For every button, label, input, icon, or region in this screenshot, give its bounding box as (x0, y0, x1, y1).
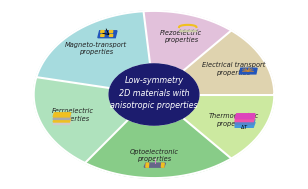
Text: $\Delta T$: $\Delta T$ (240, 123, 249, 131)
Text: Optoelectronic
properties: Optoelectronic properties (129, 149, 179, 162)
Polygon shape (183, 94, 274, 159)
Polygon shape (235, 122, 255, 127)
Ellipse shape (109, 64, 199, 125)
Polygon shape (53, 120, 71, 125)
Polygon shape (240, 68, 257, 74)
Text: Piezoelectric
properties: Piezoelectric properties (160, 30, 202, 43)
Polygon shape (179, 30, 197, 31)
Polygon shape (235, 117, 255, 122)
Polygon shape (144, 163, 165, 167)
Polygon shape (161, 163, 164, 167)
Polygon shape (85, 118, 231, 178)
Text: Magneto-transport
properties: Magneto-transport properties (65, 42, 128, 55)
Polygon shape (146, 163, 149, 167)
Polygon shape (109, 34, 113, 36)
Polygon shape (109, 31, 113, 33)
Polygon shape (53, 118, 71, 122)
Text: Electrical transport
properties: Electrical transport properties (202, 62, 265, 76)
Polygon shape (144, 11, 231, 71)
Polygon shape (235, 119, 255, 124)
Polygon shape (36, 11, 150, 88)
Polygon shape (183, 30, 274, 94)
Text: Ferroelectric
properties: Ferroelectric properties (52, 108, 94, 122)
Polygon shape (98, 31, 117, 38)
Polygon shape (101, 34, 104, 36)
Polygon shape (53, 115, 71, 119)
Polygon shape (53, 113, 71, 117)
Polygon shape (34, 77, 128, 163)
Polygon shape (101, 31, 104, 33)
Text: Thermoelectric
properties: Thermoelectric properties (209, 113, 259, 127)
Polygon shape (235, 114, 255, 119)
Text: Low-symmetry
2D materials with
anisotropic properties: Low-symmetry 2D materials with anisotrop… (110, 77, 198, 111)
